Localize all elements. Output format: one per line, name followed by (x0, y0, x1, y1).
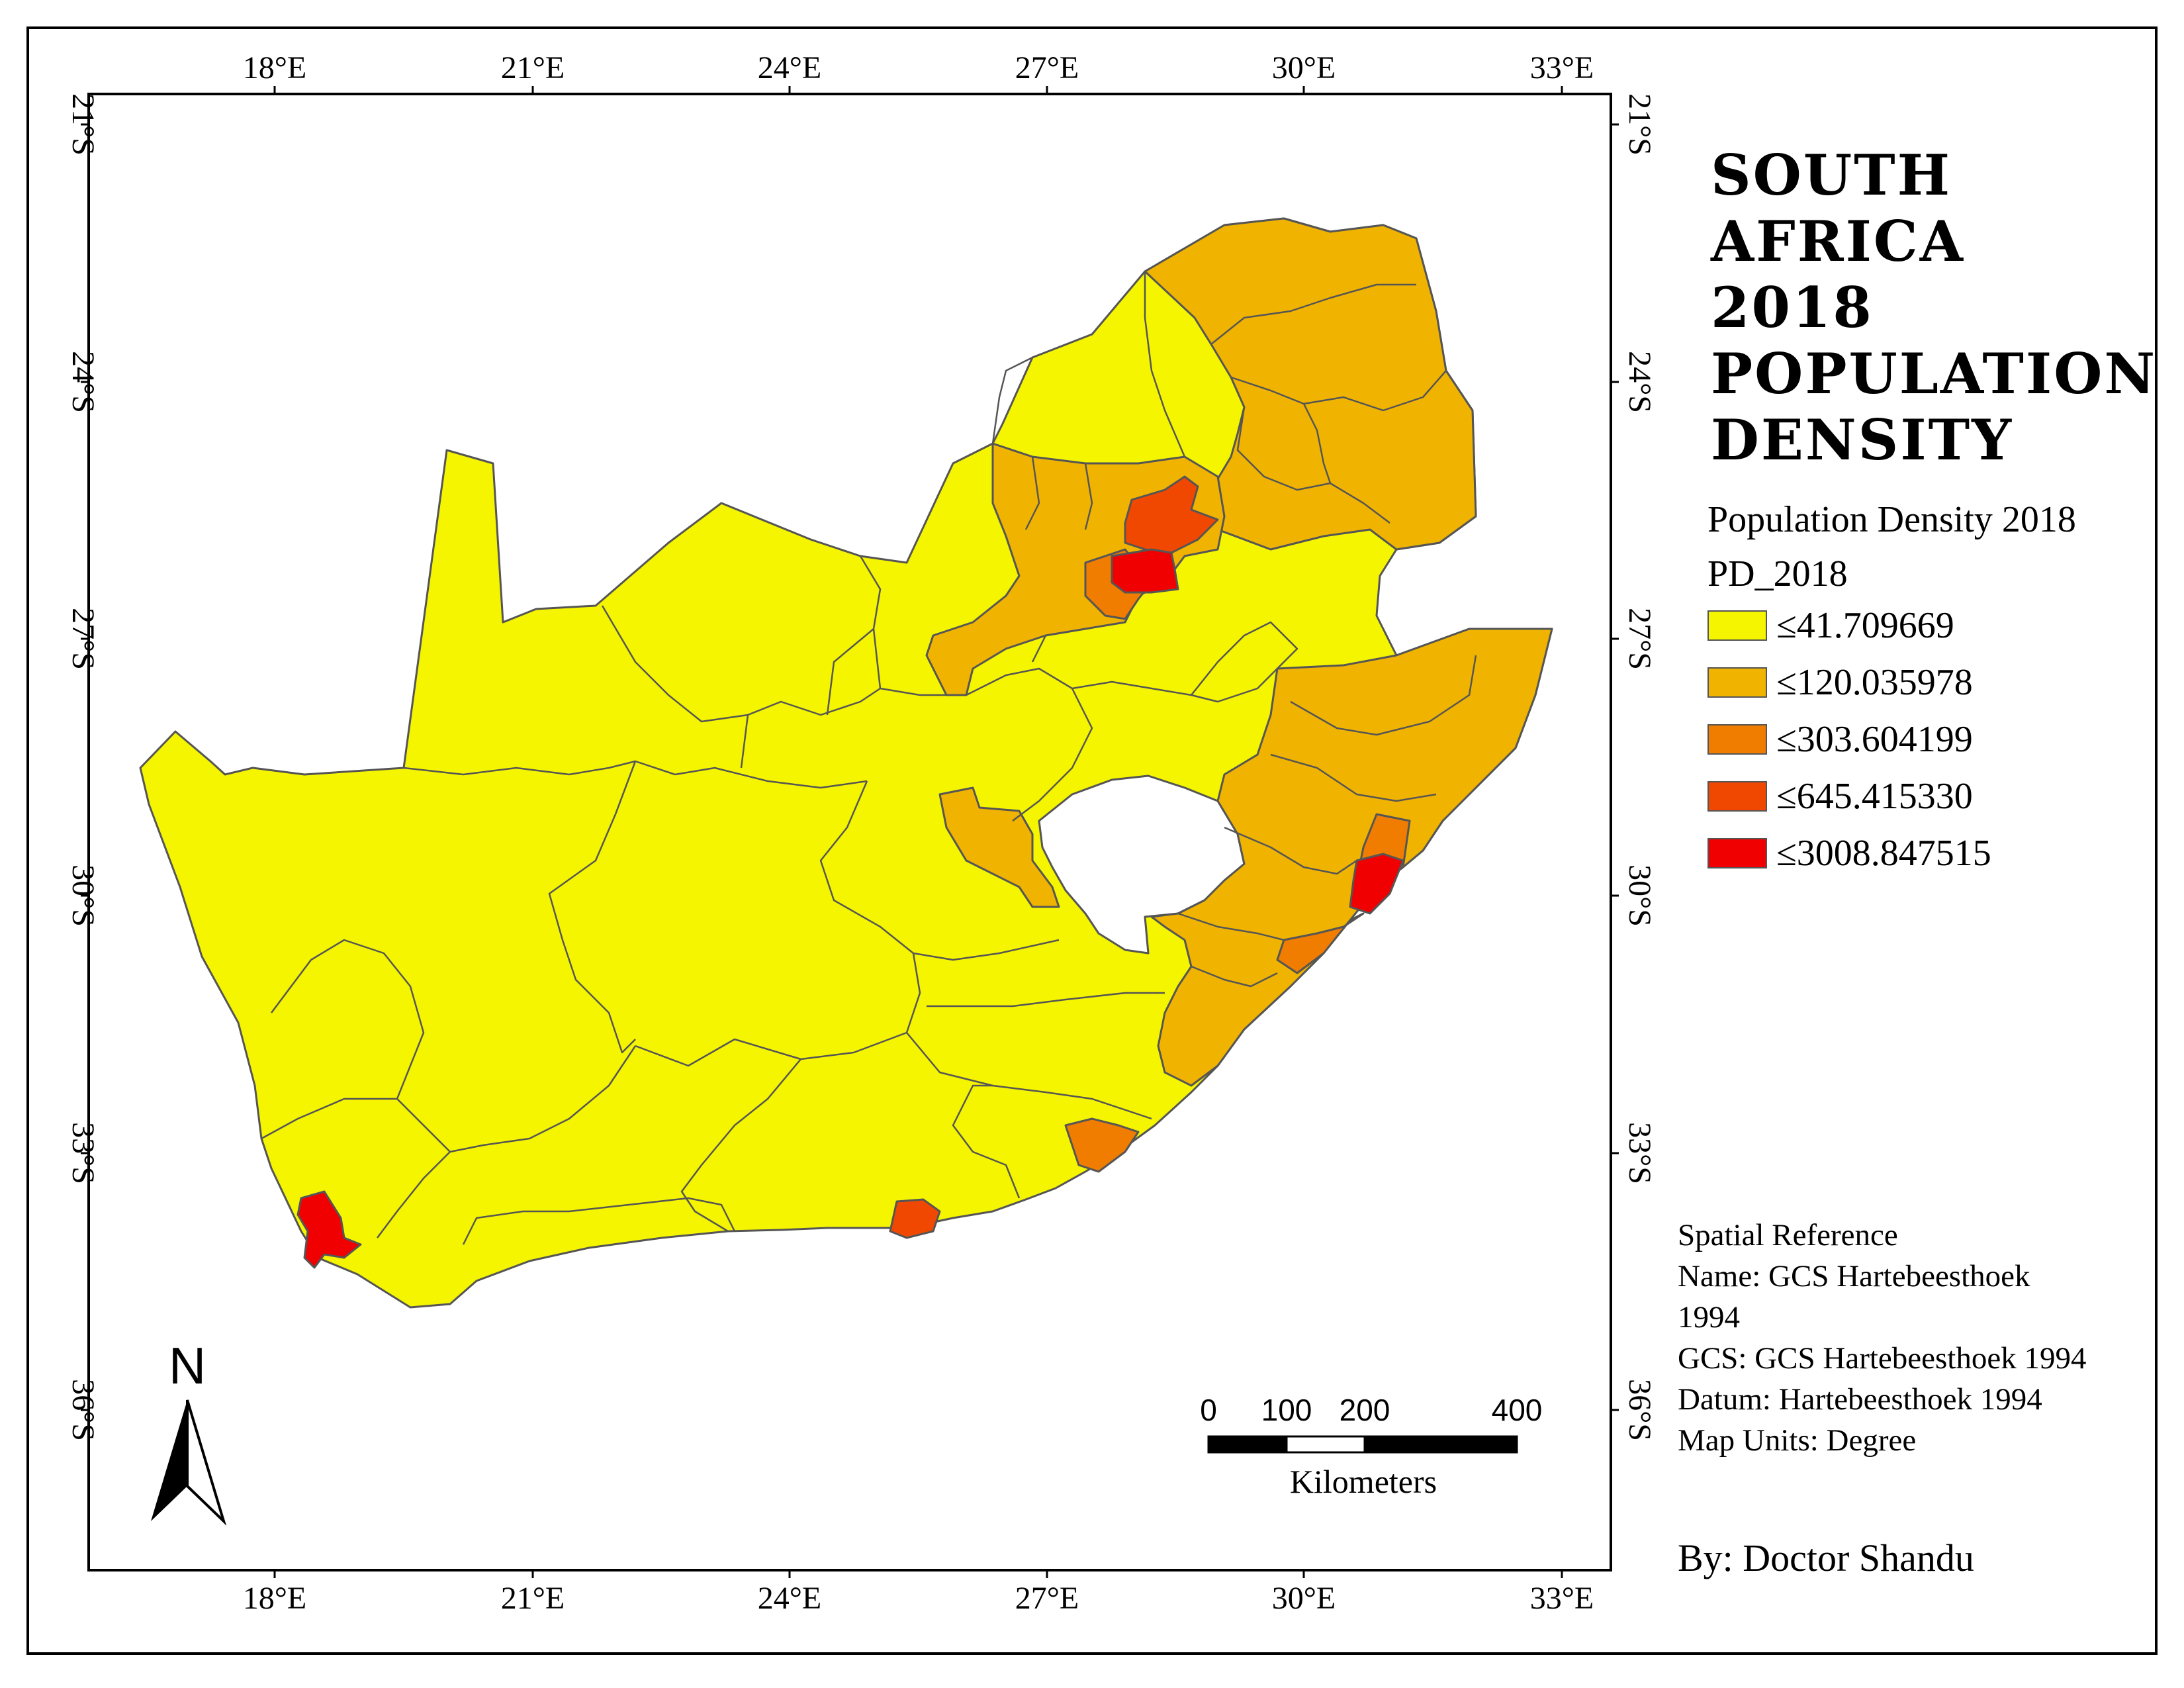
legend-heading: Population Density 2018 (1707, 499, 2076, 540)
lat-label-left: 21°S (66, 93, 101, 156)
lat-label-left: 33°S (66, 1122, 101, 1184)
lon-label-bottom: 27°E (1015, 1581, 1079, 1616)
region-kwazulu-natal (1150, 628, 1553, 1087)
lon-label-top: 24°E (758, 50, 822, 85)
lon-label-bottom: 33°E (1530, 1581, 1594, 1616)
region-buffalo-city (1064, 1117, 1140, 1173)
lat-label-left: 24°S (66, 351, 101, 413)
lat-label-right: 30°S (1622, 865, 1657, 927)
north-arrow-icon (151, 1399, 227, 1526)
scale-tick-label: 200 (1340, 1393, 1390, 1427)
spatial-ref-line: 1994 (1678, 1300, 1740, 1335)
spatial-ref-line: Spatial Reference (1678, 1218, 1898, 1252)
legend-swatch (1707, 781, 1767, 812)
lon-label-top: 21°E (501, 50, 565, 85)
legend-item: ≤303.604199 (1707, 711, 2076, 768)
map-outer-frame (26, 26, 2158, 1655)
legend: Population Density 2018 PD_2018 ≤41.7096… (1707, 496, 2076, 882)
spatial-reference: Spatial Reference Name: GCS Hartebeestho… (1678, 1215, 2154, 1461)
author-credit: By: Doctor Shandu (1678, 1536, 1974, 1579)
lon-label-top: 30°E (1272, 50, 1336, 85)
spatial-ref-line: Datum: Hartebeesthoek 1994 (1678, 1382, 2042, 1417)
legend-label: ≤3008.847515 (1776, 833, 1991, 874)
lat-label-left: 27°S (66, 608, 101, 670)
lat-label-left: 30°S (66, 865, 101, 927)
graticule-ticks (81, 86, 1619, 1578)
lat-label-right: 27°S (1622, 608, 1657, 670)
region-cape-town (296, 1190, 362, 1269)
legend-item: ≤3008.847515 (1707, 825, 2076, 882)
south-africa-choropleth (139, 217, 1553, 1309)
legend-label: ≤120.035978 (1776, 662, 1973, 703)
map-title: South Africa 2018 Population Density (1711, 142, 2158, 473)
scale-tick-label: 0 (1200, 1393, 1217, 1427)
legend-label: ≤303.604199 (1776, 719, 1973, 760)
lat-label-left: 36°S (66, 1379, 101, 1441)
scale-tick-label: 100 (1261, 1393, 1312, 1427)
legend-label: ≤41.709669 (1776, 605, 1954, 646)
region-johannesburg (1111, 548, 1179, 594)
region-kzn-central (1276, 912, 1365, 974)
spatial-ref-line: Map Units: Degree (1678, 1423, 1917, 1458)
lon-label-bottom: 30°E (1272, 1581, 1336, 1616)
lat-label-right: 24°S (1622, 351, 1657, 413)
lat-label-right: 21°S (1622, 93, 1657, 156)
region-free-state-pocket (938, 786, 1060, 908)
region-nelson-mandela-bay (889, 1198, 941, 1239)
lon-label-top: 27°E (1015, 50, 1079, 85)
legend-field: PD_2018 (1707, 553, 1848, 594)
legend-swatch (1707, 838, 1767, 868)
north-arrow: N (151, 1336, 227, 1526)
lon-label-bottom: 21°E (501, 1581, 565, 1616)
lon-label-bottom: 18°E (243, 1581, 307, 1616)
region-gauteng-metro (1124, 475, 1219, 554)
spatial-ref-line: GCS: GCS Hartebeesthoek 1994 (1678, 1341, 2087, 1376)
legend-swatch (1707, 724, 1767, 755)
lat-label-right: 33°S (1622, 1122, 1657, 1184)
district-boundaries (261, 271, 1477, 1245)
lon-label-bottom: 24°E (758, 1581, 822, 1616)
legend-swatch (1707, 667, 1767, 698)
north-arrow-label: N (169, 1336, 206, 1395)
scale-units-label: Kilometers (1290, 1463, 1437, 1500)
lat-label-right: 36°S (1622, 1379, 1657, 1441)
legend-item: ≤120.035978 (1707, 654, 2076, 711)
spatial-ref-line: Name: GCS Hartebeesthoek (1678, 1259, 2030, 1293)
scale-tick-label: 400 (1492, 1393, 1543, 1427)
legend-item: ≤645.415330 (1707, 768, 2076, 825)
scale-bar: 0 100 200 400 Kilometers (1200, 1393, 1542, 1500)
legend-label: ≤645.415330 (1776, 776, 1973, 817)
legend-item: ≤41.709669 (1707, 597, 2076, 654)
lon-label-top: 18°E (243, 50, 307, 85)
lon-label-top: 33°E (1530, 50, 1594, 85)
region-ethekwini (1349, 853, 1404, 915)
legend-swatch (1707, 610, 1767, 641)
